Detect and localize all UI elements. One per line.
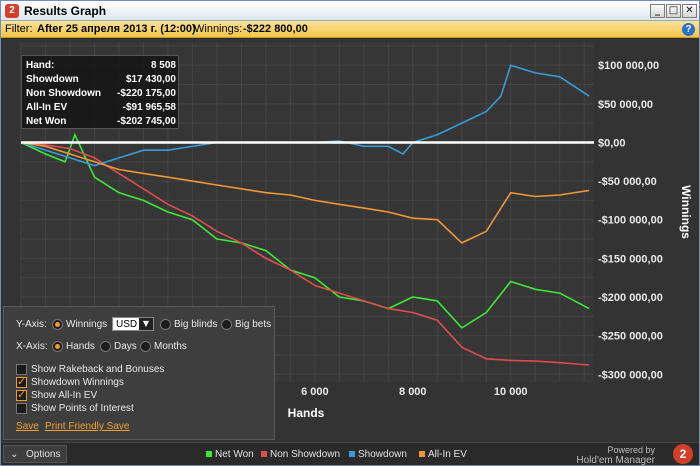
stat-row: Net Won -$202 745,00 <box>26 116 176 129</box>
x-tick-label: 10 000 <box>494 386 528 398</box>
bottom-bar: ⌄ Options Net Won Non Showdown Showdown All… <box>1 442 699 466</box>
showdown-winnings-checkbox[interactable] <box>16 375 27 388</box>
points-of-interest-label[interactable]: Show Points of Interest <box>31 403 134 414</box>
all-in-ev-checkbox[interactable] <box>16 388 27 401</box>
y-tick-label: -$100 000,00 <box>598 215 663 227</box>
filter-label: Filter: <box>5 23 33 35</box>
options-button-label: Options <box>26 449 61 460</box>
legend-label: Showdown <box>358 449 407 460</box>
y-tick-label: $0,00 <box>598 137 626 149</box>
stat-label: Non Showdown <box>26 88 101 99</box>
series-line-non-showdown <box>20 141 590 366</box>
window-title: Results Graph <box>24 4 107 18</box>
stats-tooltip: Hand: 8 508 Showdown $17 430,00 Non Showdown… <box>21 55 179 129</box>
stat-row: Showdown $17 430,00 <box>26 74 176 87</box>
x-hands-radio[interactable] <box>52 341 63 352</box>
product-name: Hold'em Manager <box>576 455 655 466</box>
rakeback-label[interactable]: Show Rakeback and Bonuses <box>31 364 165 375</box>
winnings-label: Winnings: <box>194 23 243 35</box>
legend-item: Net Won <box>206 449 254 460</box>
maximize-icon[interactable]: □ <box>666 4 681 18</box>
points-of-interest-checkbox[interactable] <box>16 403 27 414</box>
x-axis-title: Hands <box>288 406 325 420</box>
y-tick-label: -$200 000,00 <box>598 292 663 304</box>
chevron-down-icon[interactable]: ▼ <box>139 318 153 330</box>
y-winnings-radio[interactable] <box>52 319 63 330</box>
stat-label: All-In EV <box>26 102 68 113</box>
y-tick-label: -$250 000,00 <box>598 331 663 343</box>
y-big-bets-radio[interactable] <box>221 319 232 330</box>
help-icon[interactable]: ? <box>682 23 695 36</box>
options-toggle-button[interactable]: ⌄ Options <box>3 445 67 463</box>
currency-value: USD <box>116 319 138 330</box>
y-tick-label: -$50 000,00 <box>598 176 657 188</box>
x-days-radio[interactable] <box>100 341 111 352</box>
legend-swatch <box>261 451 267 457</box>
currency-select[interactable]: USD ▼ <box>112 317 154 331</box>
x-tick-label: 8 000 <box>399 386 427 398</box>
stat-label: Showdown <box>26 74 79 85</box>
chevron-down-icon: ⌄ <box>10 449 19 460</box>
legend-label: Non Showdown <box>270 449 341 460</box>
stat-row: All-In EV -$91 965,58 <box>26 102 176 115</box>
powered-by: Powered by Hold'em Manager <box>576 445 655 466</box>
options-panel: Y-Axis: Winnings USD ▼ Big blinds Big be… <box>3 306 275 440</box>
stat-value: $17 430,00 <box>125 74 176 85</box>
legend-swatch <box>419 451 425 457</box>
all-in-ev-label[interactable]: Show All-In EV <box>31 390 98 401</box>
y-big-blinds-radio[interactable] <box>160 319 171 330</box>
x-months-label[interactable]: Months <box>154 341 187 352</box>
save-link[interactable]: Save <box>16 421 39 432</box>
stat-value: -$91 965,58 <box>122 102 176 113</box>
powered-by-text: Powered by <box>607 445 655 455</box>
y-winnings-label[interactable]: Winnings <box>66 319 108 330</box>
y-tick-label: $100 000,00 <box>598 60 659 72</box>
y-axis-title: Winnings <box>679 185 693 239</box>
legend-swatch <box>206 451 212 457</box>
x-days-label[interactable]: Days <box>114 341 137 352</box>
stat-row: Hand: 8 508 <box>26 60 176 73</box>
showdown-winnings-label[interactable]: Showdown Winnings <box>31 377 124 388</box>
legend-label: All-In EV <box>428 449 467 460</box>
stat-label: Hand: <box>26 60 55 71</box>
title-bar[interactable]: 2 Results Graph _ □ ✕ <box>1 1 699 21</box>
y-big-bets-label[interactable]: Big bets <box>235 319 272 330</box>
stat-value: -$202 745,00 <box>117 116 176 127</box>
x-hands-label[interactable]: Hands <box>66 341 95 352</box>
legend-item: Non Showdown <box>261 449 340 460</box>
stat-value: 8 508 <box>150 60 176 71</box>
filter-bar: Filter: After 25 апреля 2013 г. (12:00) … <box>1 21 699 38</box>
filter-value[interactable]: After 25 апреля 2013 г. (12:00) <box>37 23 196 35</box>
print-friendly-save-link[interactable]: Print Friendly Save <box>45 421 130 432</box>
rakeback-checkbox[interactable] <box>16 364 27 375</box>
minimize-icon[interactable]: _ <box>650 4 665 18</box>
stat-row: Non Showdown -$220 175,00 <box>26 88 176 101</box>
series-line-all-in-ev <box>20 141 590 244</box>
legend-label: Net Won <box>215 449 254 460</box>
winnings-value: -$222 800,00 <box>243 23 308 35</box>
x-months-radio[interactable] <box>140 341 151 352</box>
legend-item: Showdown <box>349 449 407 460</box>
y-tick-label: -$300 000,00 <box>598 369 663 381</box>
stat-label: Net Won <box>26 116 67 127</box>
x-axis-label: X-Axis: <box>16 341 48 352</box>
y-tick-label: -$150 000,00 <box>598 253 663 265</box>
y-big-blinds-label[interactable]: Big blinds <box>174 319 218 330</box>
y-tick-label: $50 000,00 <box>598 99 653 111</box>
legend-swatch <box>349 451 355 457</box>
app-logo-icon: 2 <box>5 4 19 18</box>
holdem-manager-logo-icon: 2 <box>673 444 693 464</box>
legend-item: All-In EV <box>419 449 467 460</box>
stat-value: -$220 175,00 <box>117 88 176 99</box>
x-tick-label: 6 000 <box>301 386 329 398</box>
y-axis-label: Y-Axis: <box>16 319 47 330</box>
close-icon[interactable]: ✕ <box>682 4 697 18</box>
